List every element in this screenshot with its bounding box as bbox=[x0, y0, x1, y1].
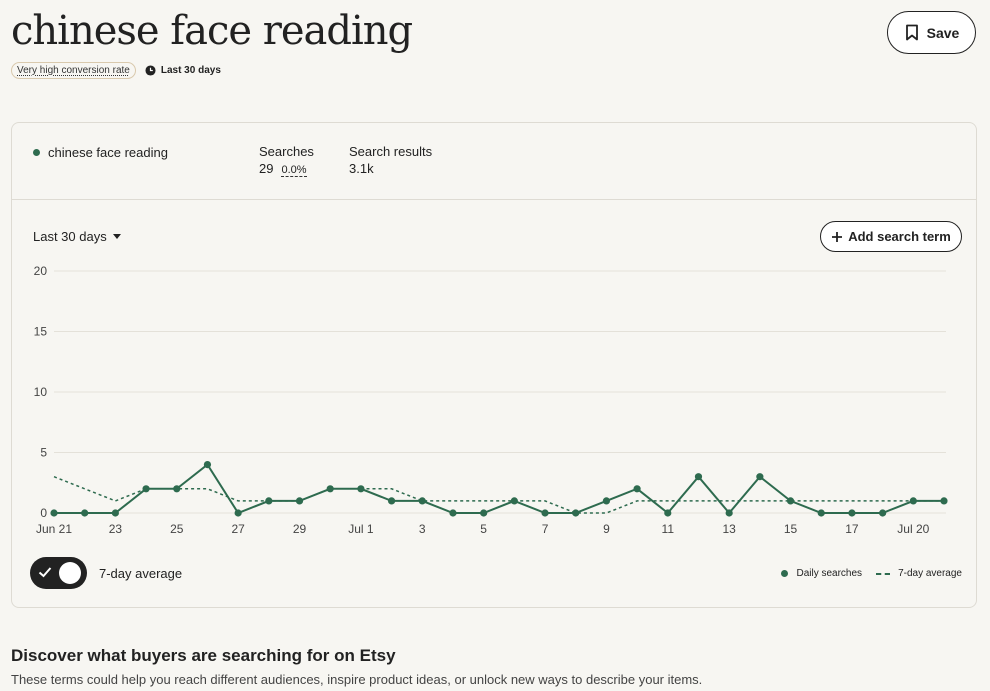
average-toggle[interactable] bbox=[30, 557, 87, 589]
y-tick-label: 20 bbox=[34, 264, 48, 278]
add-search-term-label: Add search term bbox=[848, 229, 951, 244]
y-tick-label: 10 bbox=[34, 385, 48, 399]
x-tick-label: 13 bbox=[722, 522, 736, 536]
check-icon bbox=[38, 567, 52, 578]
save-button[interactable]: Save bbox=[887, 11, 976, 54]
legend-daily-label: Daily searches bbox=[796, 568, 863, 579]
daily-series-point bbox=[234, 509, 242, 517]
y-tick-label: 5 bbox=[40, 446, 47, 460]
daily-series-point bbox=[203, 461, 212, 469]
toggle-knob bbox=[59, 562, 81, 584]
results-value: 3.1k bbox=[349, 161, 374, 176]
x-tick-label: 9 bbox=[603, 522, 610, 536]
badge-row: Very high conversion rate Last 30 days bbox=[11, 62, 221, 79]
daily-series-point bbox=[418, 497, 426, 505]
searches-stat: Searches 29 0.0% bbox=[259, 144, 314, 177]
daily-series-point bbox=[50, 509, 58, 517]
daily-series-point bbox=[387, 497, 396, 505]
daily-series-point bbox=[480, 509, 488, 517]
y-tick-label: 15 bbox=[34, 325, 48, 339]
y-tick-label: 0 bbox=[40, 506, 47, 520]
x-tick-label: 11 bbox=[662, 522, 675, 536]
add-search-term-button[interactable]: Add search term bbox=[820, 221, 962, 252]
caret-down-icon bbox=[112, 234, 121, 239]
daily-series-point bbox=[326, 485, 334, 493]
searches-change[interactable]: 0.0% bbox=[281, 164, 307, 177]
search-trend-card: chinese face reading Searches 29 0.0% Se… bbox=[11, 122, 977, 608]
legend-average-marker bbox=[876, 572, 891, 575]
chart-legend: Daily searches 7-day average bbox=[781, 568, 962, 579]
x-tick-label: 25 bbox=[170, 522, 184, 536]
search-trend-chart: 20 15 10 5 0 Jun 21 23 25 27 29 Jul 1 3 5 7 9 11 13 15 17 J… bbox=[34, 264, 948, 536]
period-dropdown[interactable]: Last 30 days bbox=[33, 229, 121, 244]
x-tick-label: 3 bbox=[419, 522, 426, 536]
results-label: Search results bbox=[349, 144, 433, 159]
daily-series-point bbox=[572, 509, 580, 517]
card-header: chinese face reading Searches 29 0.0% Se… bbox=[12, 123, 976, 200]
search-term-label: chinese face reading bbox=[48, 145, 168, 160]
daily-series-point bbox=[111, 509, 119, 517]
conversion-badge[interactable]: Very high conversion rate bbox=[11, 62, 136, 79]
average-series-line bbox=[53, 476, 944, 514]
searches-value: 29 bbox=[259, 161, 274, 176]
x-tick-label: Jul 1 bbox=[348, 522, 374, 536]
daily-series-point bbox=[725, 509, 733, 517]
discover-subtitle: These terms could help you reach differe… bbox=[11, 672, 703, 687]
x-tick-label: 17 bbox=[845, 522, 859, 536]
bookmark-icon bbox=[905, 24, 918, 41]
daily-series-point bbox=[694, 473, 703, 481]
daily-series-point bbox=[173, 485, 181, 493]
legend-average-label: 7-day average bbox=[898, 568, 962, 579]
x-tick-label: 27 bbox=[231, 522, 245, 536]
discover-heading: Discover what buyers are searching for o… bbox=[11, 646, 396, 665]
x-tick-label: 15 bbox=[784, 522, 798, 536]
daily-series-point bbox=[756, 473, 764, 481]
average-toggle-label: 7-day average bbox=[99, 565, 183, 581]
page-title: chinese face reading bbox=[11, 8, 413, 54]
x-tick-label: 23 bbox=[109, 522, 123, 536]
daily-series-point bbox=[602, 497, 611, 505]
daily-series-line bbox=[54, 463, 944, 515]
daily-series-point bbox=[786, 497, 795, 505]
x-tick-label: 29 bbox=[293, 522, 307, 536]
period-dropdown-label: Last 30 days bbox=[33, 229, 107, 244]
legend-daily: Daily searches bbox=[781, 568, 862, 579]
daily-series-point bbox=[633, 485, 641, 493]
daily-series-point bbox=[817, 509, 825, 517]
x-tick-label: 5 bbox=[480, 522, 487, 536]
plus-icon bbox=[832, 231, 843, 242]
save-label: Save bbox=[926, 24, 960, 41]
daily-series-point bbox=[81, 509, 89, 517]
daily-series-point bbox=[879, 509, 887, 517]
series-dot bbox=[33, 149, 40, 156]
period-badge: Last 30 days bbox=[145, 65, 221, 76]
x-tick-label: Jun 21 bbox=[36, 522, 72, 536]
daily-series-point bbox=[664, 509, 672, 517]
daily-series-point bbox=[541, 509, 549, 517]
x-tick-label: Jul 20 bbox=[897, 522, 929, 536]
results-stat: Search results 3.1k bbox=[349, 144, 432, 176]
legend-average: 7-day average bbox=[876, 568, 962, 579]
average-toggle-row: 7-day average bbox=[30, 557, 182, 589]
searches-label: Searches bbox=[259, 144, 314, 159]
daily-series-point bbox=[449, 509, 457, 517]
clock-icon bbox=[145, 65, 156, 76]
daily-series-point bbox=[848, 509, 856, 517]
period-badge-label: Last 30 days bbox=[160, 65, 221, 76]
x-tick-label: 7 bbox=[542, 522, 549, 536]
search-term: chinese face reading bbox=[33, 145, 168, 160]
legend-daily-marker bbox=[781, 570, 789, 577]
